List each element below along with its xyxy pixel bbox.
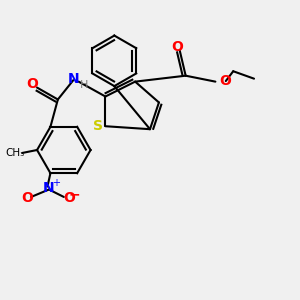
Text: O: O: [27, 77, 38, 91]
Text: O: O: [63, 191, 75, 206]
Text: O: O: [22, 191, 34, 206]
Text: +: +: [52, 178, 60, 188]
Text: H: H: [80, 80, 88, 90]
Text: −: −: [68, 187, 80, 201]
Text: O: O: [219, 74, 231, 88]
Text: S: S: [93, 119, 103, 133]
Text: N: N: [43, 181, 55, 195]
Text: N: N: [68, 72, 79, 86]
Text: CH₃: CH₃: [5, 148, 24, 158]
Text: O: O: [171, 40, 183, 54]
